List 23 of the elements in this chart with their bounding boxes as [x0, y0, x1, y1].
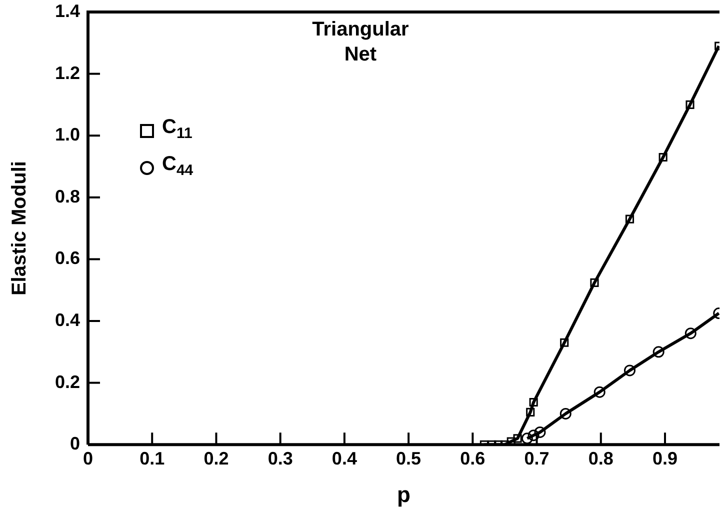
- x-tick-label: 0.6: [460, 448, 486, 469]
- y-tick-label: 1.2: [54, 62, 80, 83]
- x-tick-label: 0.3: [268, 448, 293, 469]
- y-tick-label: 0.2: [54, 372, 80, 392]
- x-tick-label: 0.4: [332, 448, 357, 469]
- x-tick-label: 0.2: [204, 448, 229, 469]
- x-axis-title: p: [397, 482, 410, 507]
- x-tick-label: 0.8: [588, 448, 614, 469]
- x-tick-label: 0.7: [524, 448, 550, 469]
- x-tick-label: 0: [82, 448, 94, 469]
- legend-label: C$_{44}$: [162, 152, 194, 181]
- y-axis-title: Elastic Moduli: [8, 161, 31, 296]
- x-tick-label: 0.9: [652, 448, 678, 469]
- legend-label: C$_{11}$: [162, 115, 192, 144]
- y-tick-label: 0.4: [54, 310, 80, 330]
- x-tick-label: 0.5: [396, 448, 422, 469]
- y-tick-label: 0.6: [54, 248, 80, 268]
- text: Triangular Net: [312, 18, 410, 66]
- y-tick-label: 0: [70, 434, 80, 454]
- x-tick-label: 0.1: [140, 448, 165, 469]
- y-tick-label: 1.4: [54, 0, 80, 21]
- y-tick-label: 1.0: [54, 124, 80, 145]
- y-tick-label: 0.8: [54, 186, 80, 206]
